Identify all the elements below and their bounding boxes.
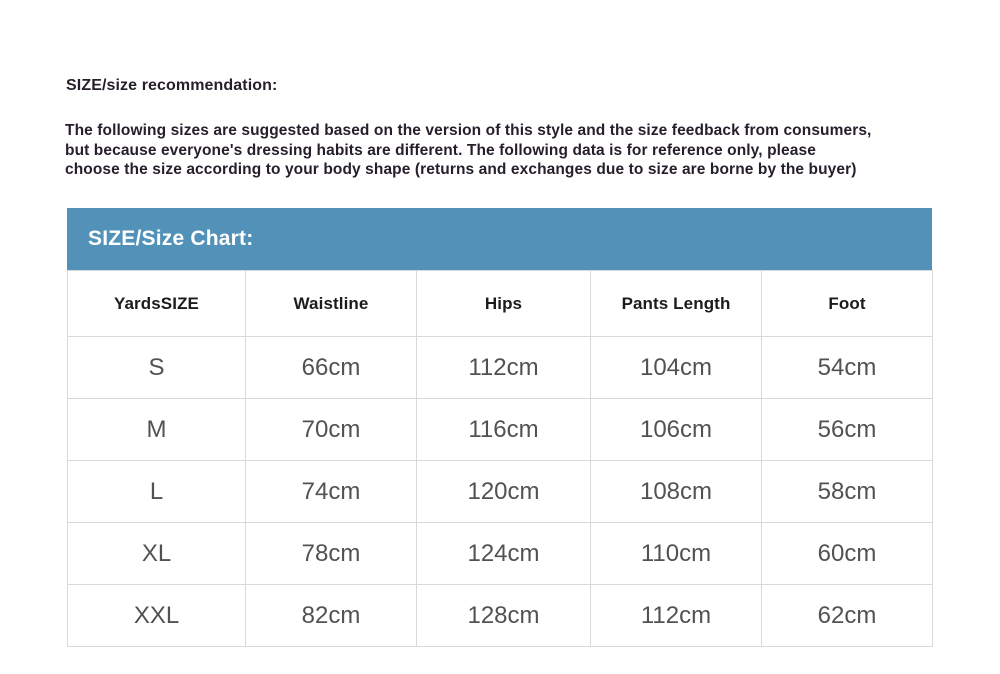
waistline-cell: 78cm [245,522,417,585]
waistline-cell: 66cm [245,336,417,399]
waistline-cell: 74cm [245,460,417,523]
column-header-pants-length: Pants Length [590,270,762,337]
pants-length-cell: 104cm [590,336,762,399]
pants-length-cell: 106cm [590,398,762,461]
page-title: SIZE/size recommendation: [66,77,278,94]
foot-cell: 54cm [761,336,933,399]
disclaimer-line: The following sizes are suggested based … [65,122,872,139]
table-row-xl: XL 78cm 124cm 110cm 60cm [67,522,933,585]
size-chart-title-bar: SIZE/Size Chart: [67,208,932,270]
size-disclaimer-paragraph: The following sizes are suggested based … [65,121,871,180]
foot-cell: 60cm [761,522,933,585]
table-header-row: YardsSIZE Waistline Hips Pants Length Fo… [67,270,933,337]
foot-cell: 56cm [761,398,933,461]
column-header-hips: Hips [416,270,591,337]
waistline-cell: 70cm [245,398,417,461]
disclaimer-line: but because everyone's dressing habits a… [65,141,816,159]
waistline-cell: 82cm [245,584,417,647]
hips-cell: 128cm [416,584,591,647]
pants-length-cell: 110cm [590,522,762,585]
size-cell: XL [67,522,246,585]
table-row-l: L 74cm 120cm 108cm 58cm [67,460,933,523]
table-row-m: M 70cm 116cm 106cm 56cm [67,398,933,461]
column-header-yardssize: YardsSIZE [67,270,246,337]
size-cell: M [67,398,246,461]
column-header-foot: Foot [761,270,933,337]
disclaimer-line: choose the size according to your body s… [65,161,857,178]
size-cell: L [67,460,246,523]
pants-length-cell: 108cm [590,460,762,523]
size-chart-title: SIZE/Size Chart: [88,227,254,250]
size-cell: XXL [67,584,246,647]
hips-cell: 124cm [416,522,591,585]
size-chart-table: YardsSIZE Waistline Hips Pants Length Fo… [67,270,933,647]
foot-cell: 62cm [761,584,933,647]
table-row-s: S 66cm 112cm 104cm 54cm [67,336,933,399]
hips-cell: 116cm [416,398,591,461]
size-cell: S [67,336,246,399]
table-row-xxl: XXL 82cm 128cm 112cm 62cm [67,584,933,647]
hips-cell: 112cm [416,336,591,399]
foot-cell: 58cm [761,460,933,523]
hips-cell: 120cm [416,460,591,523]
pants-length-cell: 112cm [590,584,762,647]
column-header-waistline: Waistline [245,270,417,337]
